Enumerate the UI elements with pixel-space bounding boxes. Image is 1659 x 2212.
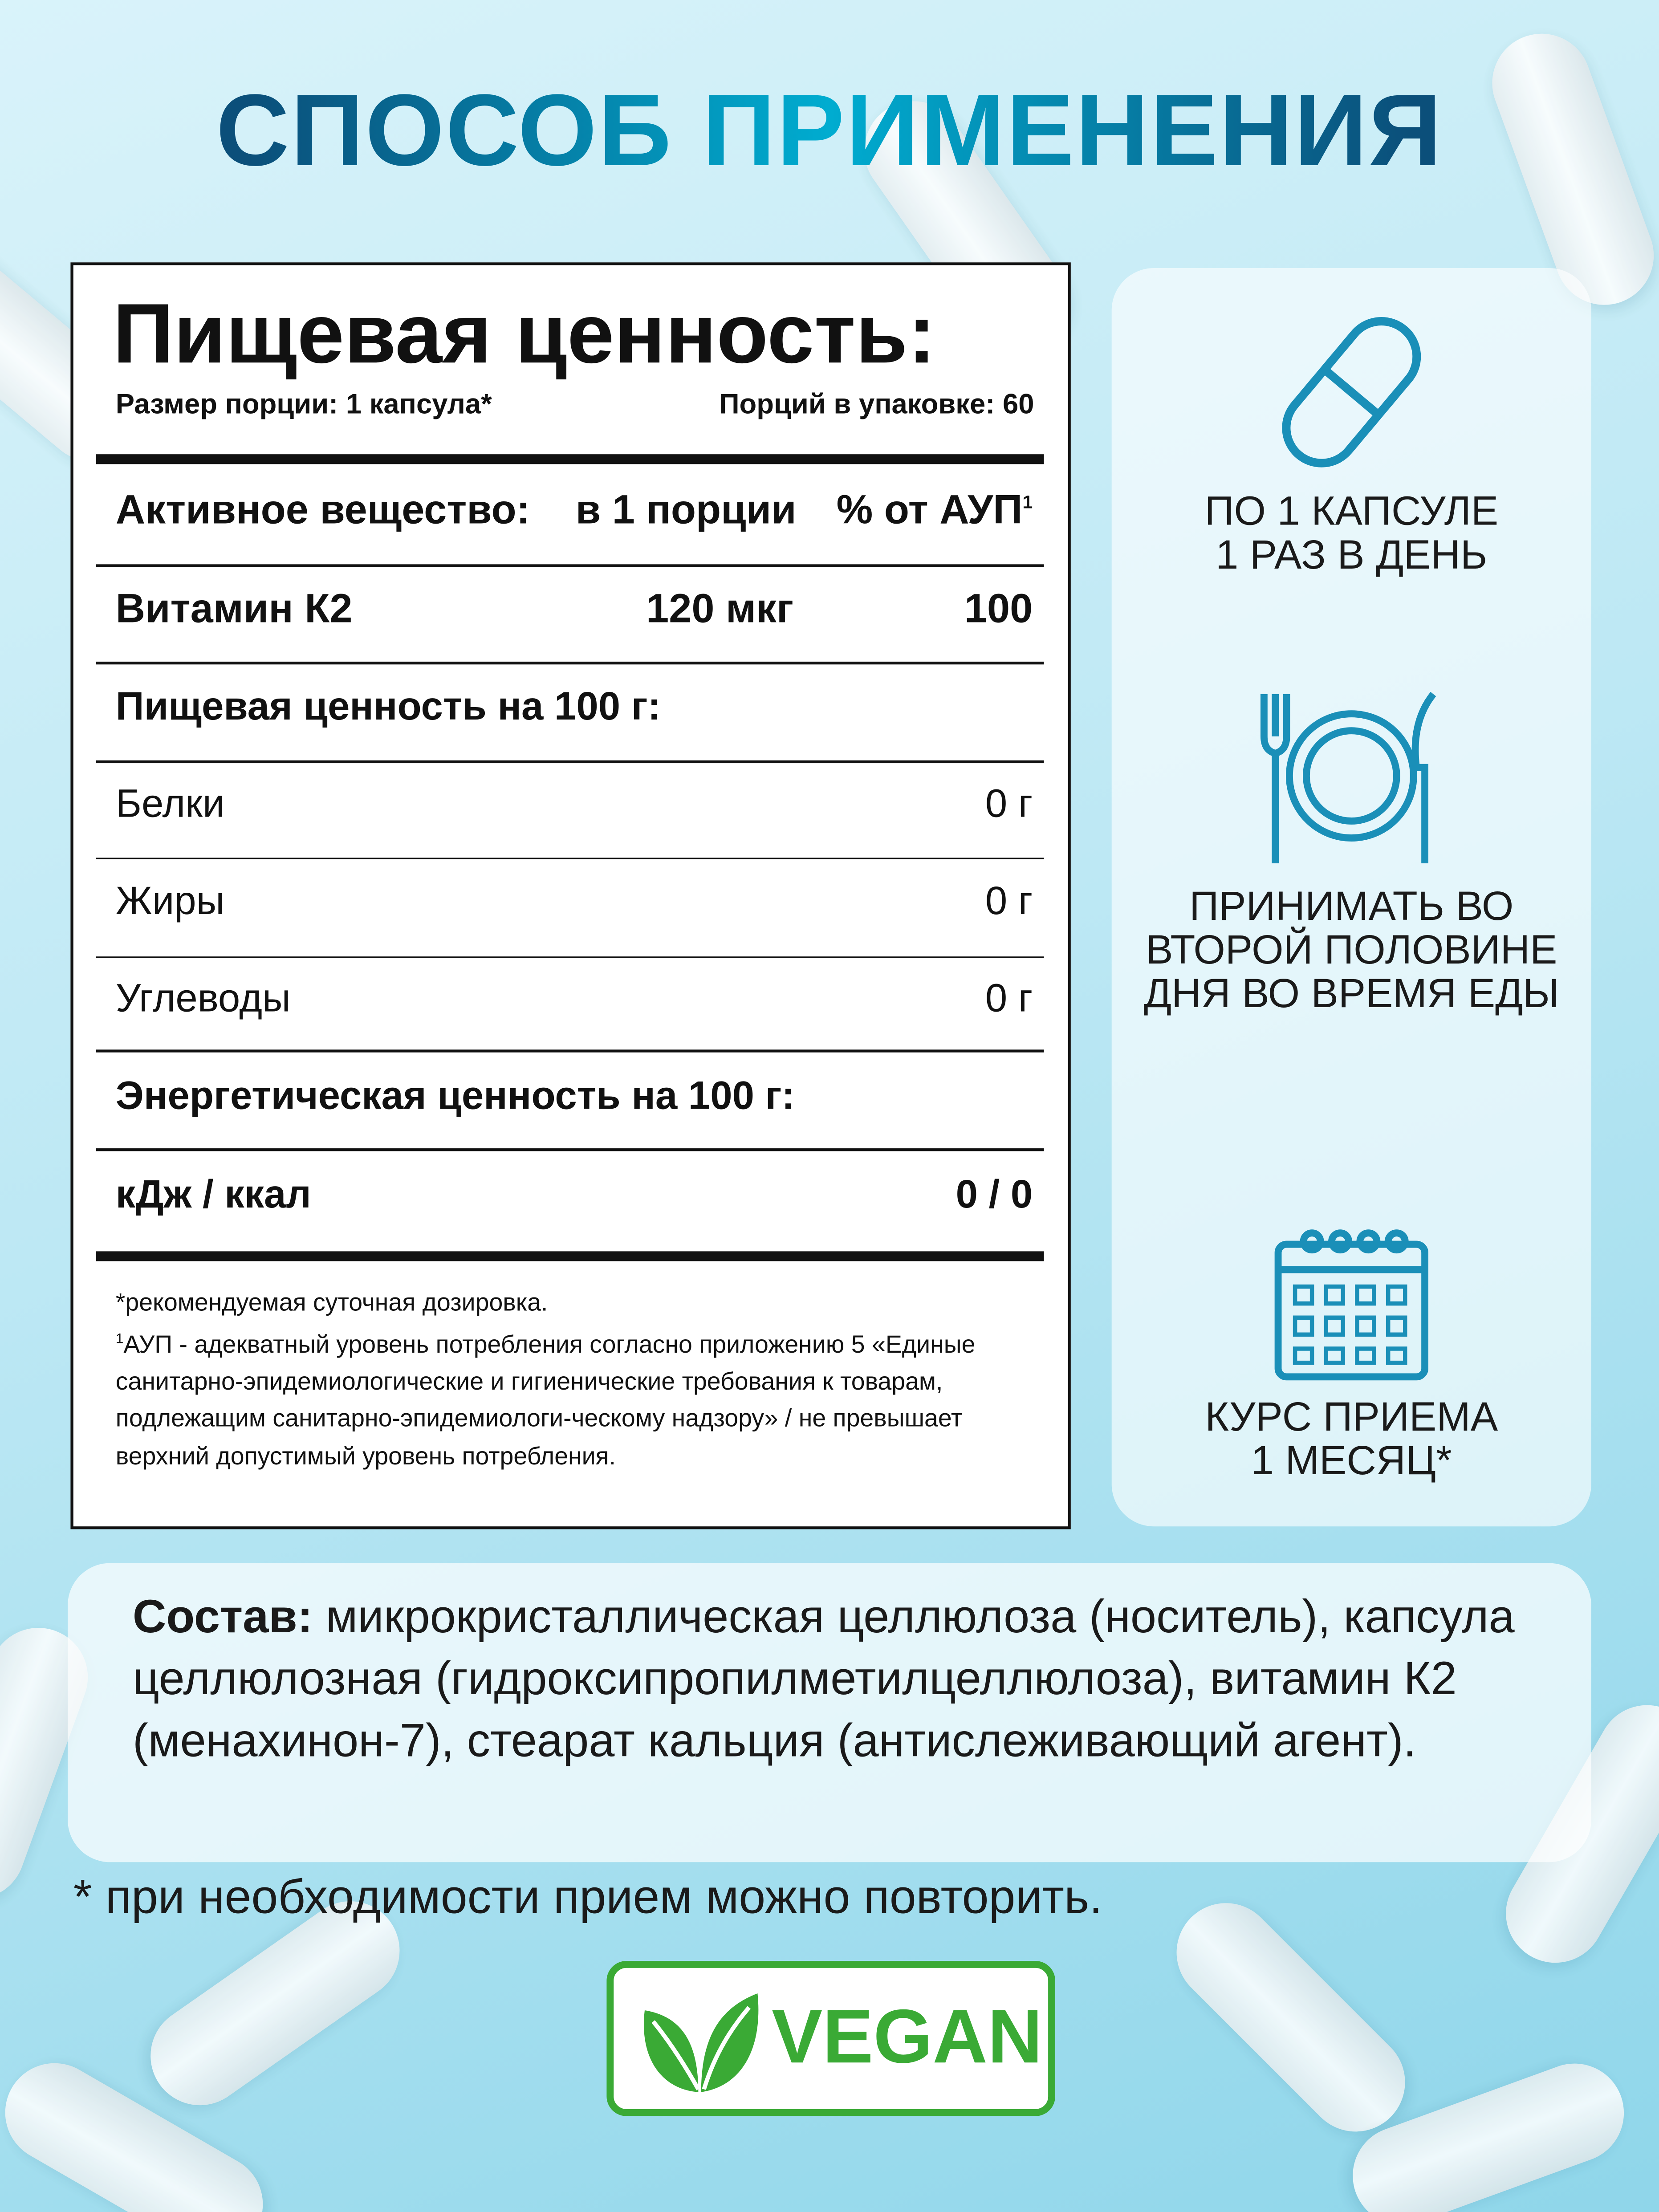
- active-percent: 100: [964, 587, 1033, 632]
- footnotes: *рекомендуемая суточная дозировка. 1АУП …: [115, 1288, 976, 1470]
- divider: [96, 956, 1044, 958]
- servings-per-pack: Порций в упаковке: 60: [719, 389, 1034, 421]
- divider: [96, 564, 1044, 567]
- divider: [96, 1049, 1044, 1053]
- col-percent: % от АУП1: [836, 488, 1033, 533]
- usage-panel: ПО 1 КАПСУЛЕ 1 РАЗ В ДЕНЬ ПРИНИМАТЬ ВО ВТ…: [1111, 268, 1591, 1527]
- col-substance: Активное вещество:: [115, 488, 530, 533]
- label-title: Пищевая ценность:: [113, 286, 936, 381]
- repeat-note: * при необходимости прием можно повторит…: [73, 1870, 1103, 1924]
- composition-box: Состав: микрокристаллическая целлюлоза (…: [68, 1563, 1591, 1862]
- divider: [96, 1251, 1044, 1261]
- col-per-serving: в 1 порции: [575, 488, 797, 533]
- calendar-icon: [1274, 1229, 1429, 1381]
- table-row: Жиры 0 г: [115, 878, 1033, 923]
- divider: [96, 454, 1044, 464]
- leaf-icon: [644, 1993, 759, 2092]
- divider: [96, 661, 1044, 665]
- vegan-text: VEGAN: [772, 1995, 1043, 2080]
- table-row: Витамин К2 120 мкг 100: [116, 587, 1033, 634]
- plate-fork-knife-icon: [1260, 691, 1436, 864]
- usage-timing: ПРИНИМАТЬ ВО ВТОРОЙ ПОЛОВИНЕ ДНЯ ВО ВРЕМ…: [1143, 884, 1559, 1017]
- active-amount: 120 мкг: [646, 587, 794, 632]
- nutrition-label: Пищевая ценность: Размер порции: 1 капсу…: [70, 262, 1071, 1529]
- table-row: Углеводы 0 г: [115, 976, 1033, 1020]
- divider: [96, 858, 1044, 859]
- table-header: Активное вещество: в 1 порции % от АУП1: [116, 488, 1033, 535]
- divider: [96, 760, 1044, 764]
- composition-text: Состав: микрокристаллическая целлюлоза (…: [132, 1590, 1515, 1766]
- vegan-badge: VEGAN: [606, 1961, 1055, 2116]
- divider: [96, 1148, 1044, 1151]
- energy-header: Энергетическая ценность на 100 г:: [115, 1073, 795, 1118]
- table-row: кДж / ккал 0 / 0: [115, 1172, 1033, 1216]
- table-row: Белки 0 г: [115, 781, 1033, 825]
- capsule-icon: [1282, 317, 1421, 468]
- usage-course: КУРС ПРИЕМА 1 МЕСЯЦ*: [1205, 1395, 1498, 1484]
- page-title: СПОСОБ ПРИМЕНЕНИЯ: [0, 73, 1659, 189]
- usage-dose: ПО 1 КАПСУЛЕ 1 РАЗ В ДЕНЬ: [1204, 489, 1499, 579]
- nutrition-header: Пищевая ценность на 100 г:: [115, 684, 661, 728]
- serving-size: Размер порции: 1 капсула*: [115, 389, 492, 421]
- active-name: Витамин К2: [115, 587, 353, 632]
